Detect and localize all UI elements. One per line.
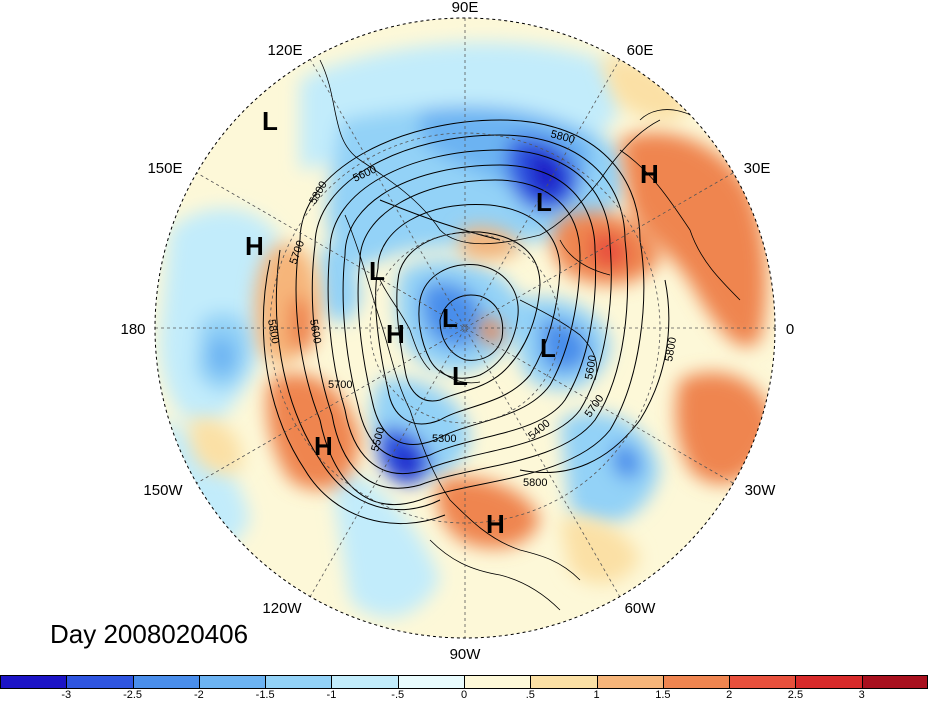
colorbar-swatch	[729, 675, 797, 689]
lon-label-60w: 60W	[625, 600, 657, 617]
colorbar-tick-label: .5	[525, 689, 535, 701]
high-center: H	[640, 159, 659, 189]
colorbar-tick-label: 1.5	[655, 689, 671, 701]
high-center: H	[486, 509, 505, 539]
colorbar-swatch	[397, 675, 465, 689]
longitude-labels: 90E 60E 30E 0 30W 60W 90W 120W 150W 180 …	[120, 0, 794, 663]
colorbar-tick-label: 3	[858, 689, 865, 701]
lon-label-90e: 90E	[452, 0, 479, 16]
low-center: L	[452, 361, 468, 391]
contour-label: 5800	[265, 318, 281, 344]
lon-label-120w: 120W	[262, 600, 302, 617]
colorbar-tick-label: -2	[193, 689, 204, 701]
colorbar-tick-label: -3	[61, 689, 72, 701]
high-center: H	[386, 319, 405, 349]
low-center: L	[262, 106, 278, 136]
colorbar-swatch	[265, 675, 333, 689]
lon-label-30w: 30W	[745, 482, 777, 499]
lon-label-180: 180	[120, 321, 145, 338]
low-center: L	[540, 333, 556, 363]
colorbar-swatch	[0, 675, 67, 689]
contour-label: 5800	[663, 336, 679, 362]
day-title: Day 2008020406	[50, 619, 249, 649]
colorbar-swatch	[530, 675, 598, 689]
colorbar-tick-label: -2.5	[123, 689, 143, 701]
lon-label-60e: 60E	[627, 42, 654, 59]
colorbar: -3 -2.5 -2 -1.5 -1 -.5 0 .5 1 1.5 2 2.5 3	[0, 675, 928, 702]
height-contours	[262, 119, 670, 525]
colorbar-tick-label: 1	[593, 689, 600, 701]
colorbar-swatch	[331, 675, 399, 689]
polar-stereographic-map: 90E 60E 30E 0 30W 60W 90W 120W 150W 180 …	[120, 0, 794, 663]
lon-label-0: 0	[786, 321, 794, 338]
contour-label: 5600	[583, 354, 599, 380]
lon-label-30e: 30E	[744, 160, 771, 177]
low-center: L	[369, 256, 385, 286]
contour-label: 5800	[523, 477, 547, 489]
lon-label-150e: 150E	[147, 160, 182, 177]
low-center: L	[442, 303, 458, 333]
colorbar-swatch	[795, 675, 863, 689]
anomaly-shading	[155, 18, 775, 638]
high-center: H	[245, 231, 264, 261]
lon-label-150w: 150W	[143, 482, 183, 499]
graticule	[155, 18, 775, 638]
colorbar-swatch	[198, 675, 266, 689]
lon-label-90w: 90W	[450, 646, 482, 663]
lon-label-120e: 120E	[267, 42, 302, 59]
contour-label: 5600	[307, 318, 323, 344]
colorbar-tick-label: -1	[326, 689, 337, 701]
contour-label: 5700	[328, 379, 352, 391]
high-center: H	[314, 431, 333, 461]
colorbar-swatch	[662, 675, 730, 689]
colorbar-tick-label: 2	[726, 689, 733, 701]
colorbar-swatch	[132, 675, 200, 689]
pressure-centers: L H L H L H L L L H H	[245, 106, 659, 539]
colorbar-tick-label: 2.5	[787, 689, 804, 701]
colorbar-swatch	[66, 675, 134, 689]
colorbar-tick-label: -.5	[391, 689, 405, 701]
low-center: L	[536, 187, 552, 217]
colorbar-swatch	[464, 675, 531, 689]
contour-label: 5300	[432, 433, 456, 445]
colorbar-tick-label: -1.5	[255, 689, 275, 701]
colorbar-tick-label: 0	[460, 689, 468, 701]
map-boundary	[154, 17, 776, 639]
colorbar-swatch	[596, 675, 664, 689]
colorbar-swatch	[861, 675, 928, 689]
